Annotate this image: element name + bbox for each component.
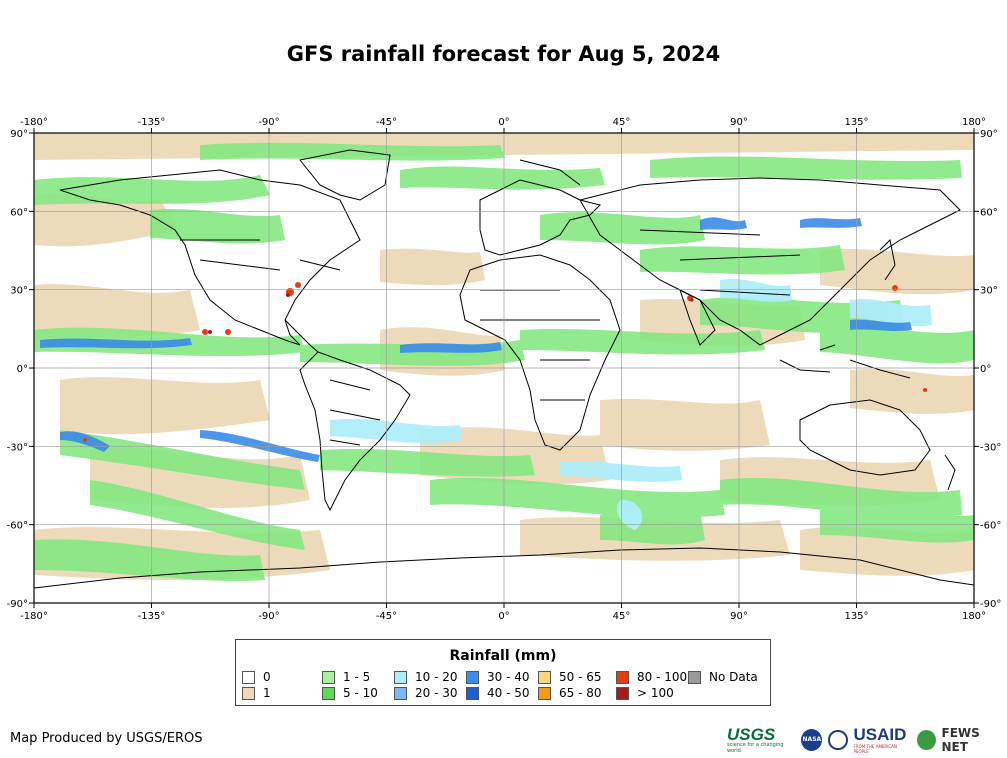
- lat-tick-label-right: 90°: [980, 129, 998, 140]
- usaid-logo-text: USAID: [853, 725, 907, 744]
- legend-swatch: [538, 686, 551, 700]
- map-legend: Rainfall (mm) 0 1 1 - 5 5 - 10 10 - 20 20 - 3…: [235, 639, 771, 706]
- legend-item: 5 - 10: [322, 686, 378, 700]
- legend-label: 5 - 10: [343, 686, 378, 700]
- lon-tick-label-bottom: -135°: [138, 611, 166, 622]
- lat-tick-label-right: -60°: [980, 521, 1001, 532]
- legend-label: 1 - 5: [343, 670, 371, 684]
- lat-tick-label-left: -90°: [7, 599, 28, 610]
- fews-globe-icon: [916, 729, 936, 750]
- legend-label: 40 - 50: [487, 686, 530, 700]
- legend-swatch: [688, 670, 701, 684]
- legend-item: 10 - 20: [394, 670, 458, 684]
- legend-swatch: [242, 670, 255, 684]
- legend-swatch: [394, 670, 407, 684]
- legend-label: 80 - 100: [637, 670, 688, 684]
- lat-tick-label-left: 60°: [10, 207, 28, 218]
- usaid-logo: USAID FROM THE AMERICAN PEOPLE: [854, 725, 911, 754]
- legend-item: 50 - 65: [538, 670, 602, 684]
- legend-item: No Data: [688, 670, 758, 684]
- legend-item: 40 - 50: [466, 686, 530, 700]
- legend-label: 0: [263, 670, 271, 684]
- legend-swatch: [616, 686, 629, 700]
- legend-item: 65 - 80: [538, 686, 602, 700]
- lat-tick-label-left: -60°: [7, 521, 28, 532]
- lon-tick-label-bottom: 135°: [844, 611, 868, 622]
- legend-item: 0: [242, 670, 271, 684]
- rainfall-layer: [34, 133, 974, 603]
- lat-tick-label-left: -30°: [7, 442, 28, 453]
- lat-tick-label-right: 30°: [980, 286, 998, 297]
- lat-tick-label-left: 0°: [17, 364, 28, 375]
- legend-label: > 100: [637, 686, 674, 700]
- credit-text: Map Produced by USGS/EROS: [10, 731, 203, 746]
- legend-label: No Data: [709, 670, 758, 684]
- legend-label: 30 - 40: [487, 670, 530, 684]
- legend-item: 1 - 5: [322, 670, 370, 684]
- lon-tick-label-top: -90°: [258, 117, 279, 128]
- lat-tick-label-right: 0°: [980, 364, 991, 375]
- fews-logo-text: FEWS NET: [941, 725, 980, 754]
- lon-tick-label-bottom: -180°: [20, 611, 48, 622]
- usaid-seal-icon: [828, 729, 848, 750]
- legend-swatch: [616, 670, 629, 684]
- legend-item: 20 - 30: [394, 686, 458, 700]
- lon-tick-label-top: -45°: [376, 117, 397, 128]
- legend-swatch: [466, 670, 479, 684]
- country-borders: [34, 149, 974, 589]
- lat-tick-label-right: 60°: [980, 207, 998, 218]
- nasa-logo: NASA: [801, 728, 823, 751]
- lat-tick-label-left: 30°: [10, 286, 28, 297]
- lon-tick-label-top: 0°: [498, 117, 509, 128]
- legend-swatch: [466, 686, 479, 700]
- lat-tick-label-left: 90°: [10, 129, 28, 140]
- lon-tick-label-bottom: 0°: [498, 611, 509, 622]
- lat-tick-label-right: -90°: [980, 599, 1001, 610]
- usgs-logo: USGS science for a changing world: [727, 725, 795, 754]
- rainfall-map: -180° -135° -90° -45° 0° 45° 90° 135° 180° -180°…: [7, 117, 1002, 622]
- lon-tick-label-top: 180°: [962, 117, 986, 128]
- usgs-logo-text: USGS: [727, 725, 776, 744]
- legend-item: 1: [242, 686, 271, 700]
- lon-tick-label-top: -135°: [138, 117, 166, 128]
- legend-item: 30 - 40: [466, 670, 530, 684]
- lon-tick-label-bottom: 90°: [730, 611, 748, 622]
- legend-swatch: [322, 670, 335, 684]
- lat-tick-label-right: -30°: [980, 442, 1001, 453]
- lon-tick-label-top: 45°: [613, 117, 631, 128]
- legend-label: 10 - 20: [415, 670, 458, 684]
- lon-tick-label-bottom: 45°: [613, 611, 631, 622]
- legend-swatch: [394, 686, 407, 700]
- legend-title: Rainfall (mm): [449, 648, 557, 664]
- graticule: [34, 133, 974, 603]
- legend-label: 1: [263, 686, 271, 700]
- legend-label: 65 - 80: [559, 686, 602, 700]
- legend-swatch: [538, 670, 551, 684]
- partner-logos: USGS science for a changing world NASA U…: [727, 725, 1007, 754]
- lon-tick-label-top: 90°: [730, 117, 748, 128]
- lon-tick-label-top: 135°: [844, 117, 868, 128]
- legend-swatch: [322, 686, 335, 700]
- usaid-tagline: FROM THE AMERICAN PEOPLE: [853, 744, 897, 754]
- lon-tick-label-top: -180°: [20, 117, 48, 128]
- legend-label: 50 - 65: [559, 670, 602, 684]
- lon-tick-label-bottom: -90°: [258, 611, 279, 622]
- map-title: GFS rainfall forecast for Aug 5, 2024: [286, 42, 721, 66]
- legend-item: > 100: [616, 686, 674, 700]
- legend-label: 20 - 30: [415, 686, 458, 700]
- lon-tick-label-bottom: -45°: [376, 611, 397, 622]
- usgs-tagline: science for a changing world: [727, 742, 784, 754]
- legend-item: 80 - 100: [616, 670, 687, 684]
- lon-tick-label-bottom: 180°: [962, 611, 986, 622]
- legend-swatch: [242, 686, 255, 700]
